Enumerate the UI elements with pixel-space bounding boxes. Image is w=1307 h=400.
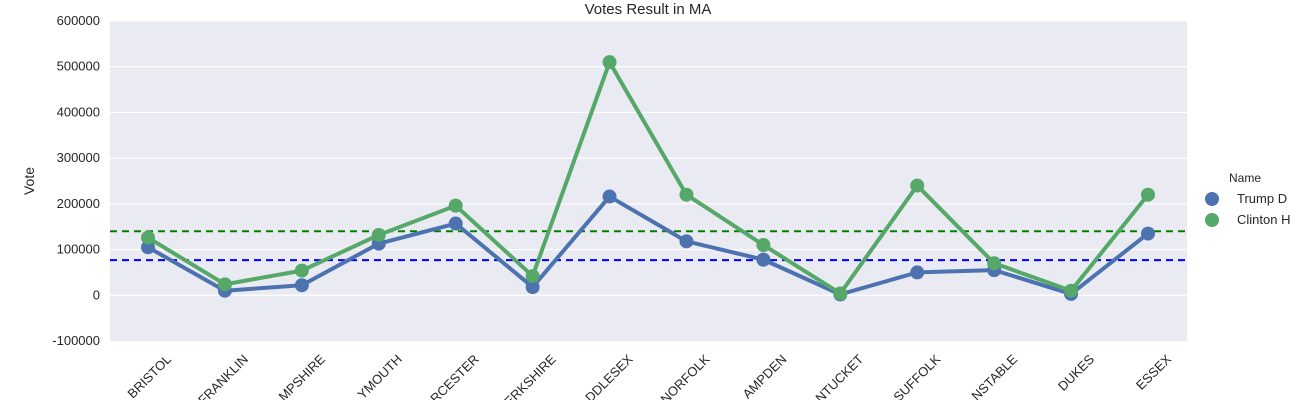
data-point — [833, 286, 848, 301]
legend-marker — [1205, 192, 1219, 206]
series-1 — [141, 55, 1155, 301]
x-tick-label: AMPDEN — [740, 352, 790, 400]
x-tick-label: YMOUTH — [354, 352, 404, 400]
data-point — [1141, 187, 1155, 202]
data-point — [141, 240, 155, 255]
data-point — [141, 230, 155, 245]
data-point — [217, 277, 232, 292]
x-tick-label: NTUCKET — [812, 351, 866, 400]
y-tick-labels: -100000 0 100000 200000 300000 400000 500000 60… — [52, 13, 100, 348]
plot-area — [110, 21, 1187, 341]
y-tick-label: 200000 — [57, 196, 100, 211]
data-point — [371, 227, 386, 242]
legend-marker — [1205, 213, 1219, 227]
legend-label: Trump D — [1237, 191, 1287, 206]
data-point — [525, 280, 540, 295]
data-point — [679, 187, 694, 202]
y-tick-label: -100000 — [52, 333, 100, 348]
data-point — [910, 178, 925, 193]
data-point — [756, 252, 771, 267]
data-point — [602, 55, 617, 70]
data-point — [602, 189, 617, 204]
y-tick-label: 600000 — [57, 13, 100, 28]
y-tick-label: 400000 — [57, 104, 100, 119]
data-point — [910, 265, 925, 280]
x-tick-labels: BRISTOL FRANKLIN MPSHIRE YMOUTH RCESTER ERKSH… — [124, 351, 1174, 400]
grid-lines — [110, 20, 1187, 296]
series-layer — [141, 55, 1155, 302]
x-tick-label: RCESTER — [427, 352, 482, 400]
x-tick-label: BRISTOL — [124, 352, 174, 400]
legend: Name Trump D Clinton H — [1205, 171, 1290, 227]
data-point — [1064, 283, 1079, 298]
data-point — [1141, 226, 1155, 241]
chart-title: Votes Result in MA — [585, 1, 712, 18]
legend-label: Clinton H — [1237, 212, 1290, 227]
series-line — [146, 60, 1150, 296]
series-line — [146, 194, 1150, 297]
data-point — [756, 238, 771, 252]
x-tick-label: FRANKLIN — [195, 352, 251, 400]
x-tick-label: MPSHIRE — [275, 351, 328, 400]
data-point — [525, 269, 540, 284]
y-tick-label: 100000 — [57, 242, 100, 257]
data-point — [294, 278, 309, 293]
y-axis-label: Vote — [21, 167, 37, 195]
x-tick-label: NORFOLK — [658, 351, 713, 400]
data-point — [987, 256, 1002, 271]
legend-title: Name — [1229, 171, 1261, 185]
x-tick-label: SUFFOLK — [890, 351, 943, 400]
x-tick-label: ERKSHIRE — [501, 351, 559, 400]
y-tick-label: 300000 — [57, 150, 100, 165]
y-tick-label: 0 — [93, 287, 100, 302]
x-tick-label: DUKES — [1055, 351, 1098, 394]
data-point — [294, 263, 309, 278]
data-point — [448, 216, 463, 231]
data-point — [679, 234, 694, 249]
x-tick-label: DDLESEX — [582, 351, 636, 400]
data-point — [448, 198, 463, 213]
x-tick-label: ESSEX — [1133, 351, 1174, 392]
y-tick-label: 500000 — [57, 59, 100, 74]
x-tick-label: NSTABLE — [968, 351, 1020, 400]
